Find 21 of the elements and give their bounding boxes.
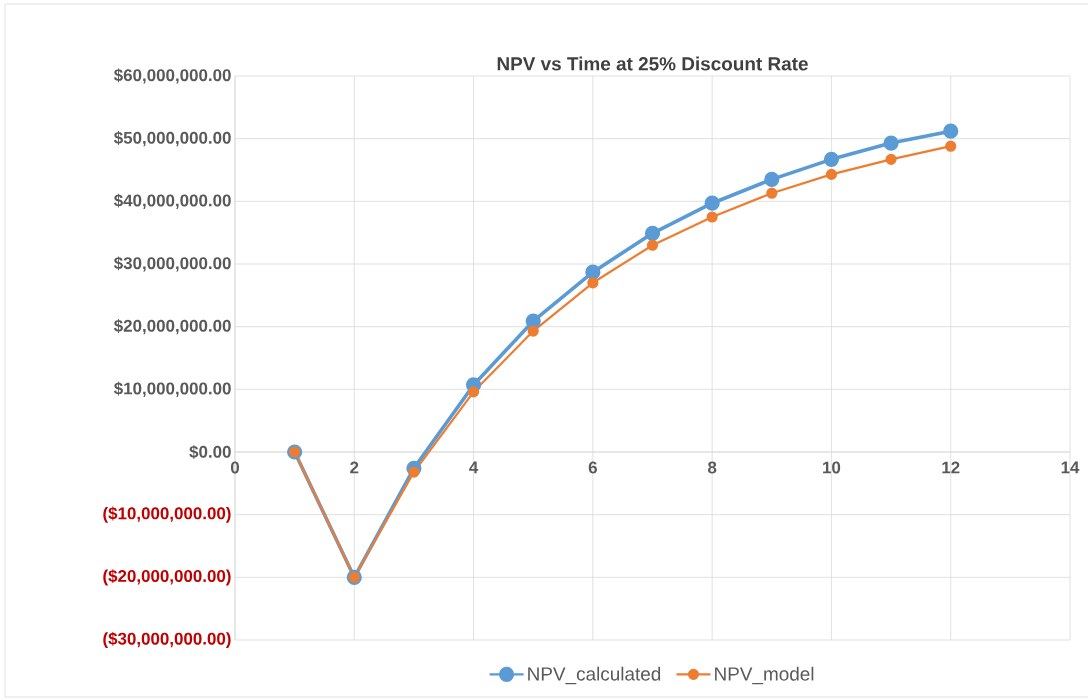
x-tick-label: 4 <box>469 461 479 474</box>
x-tick-label: 10 <box>823 461 841 474</box>
x-tick-label: 14 <box>1061 461 1080 474</box>
y-tick-label: $30,000,000.00 <box>113 256 231 272</box>
x-tick-label: 6 <box>588 461 597 474</box>
x-tick-label: 12 <box>942 461 960 474</box>
legend-label: NPV_calculated <box>528 666 661 685</box>
y-tick-label: $0.00 <box>189 445 231 459</box>
y-tick-label: $20,000,000.00 <box>113 319 231 335</box>
chart-title: NPV vs Time at 25% Discount Rate <box>497 56 808 71</box>
legend-label: NPV_model <box>715 666 814 685</box>
x-tick-label: 8 <box>707 461 717 474</box>
y-tick-label: $60,000,000.00 <box>113 68 231 84</box>
y-tick-label: ($10,000,000.00) <box>103 506 231 523</box>
y-tick-label: $50,000,000.00 <box>113 131 231 147</box>
y-tick-label: ($20,000,000.00) <box>103 569 231 586</box>
y-tick-label: $10,000,000.00 <box>113 381 231 397</box>
x-tick-label: 2 <box>350 461 359 474</box>
x-tick-label: 0 <box>230 461 240 474</box>
y-tick-label: ($30,000,000.00) <box>103 631 231 649</box>
y-tick-label: $40,000,000.00 <box>113 193 231 209</box>
